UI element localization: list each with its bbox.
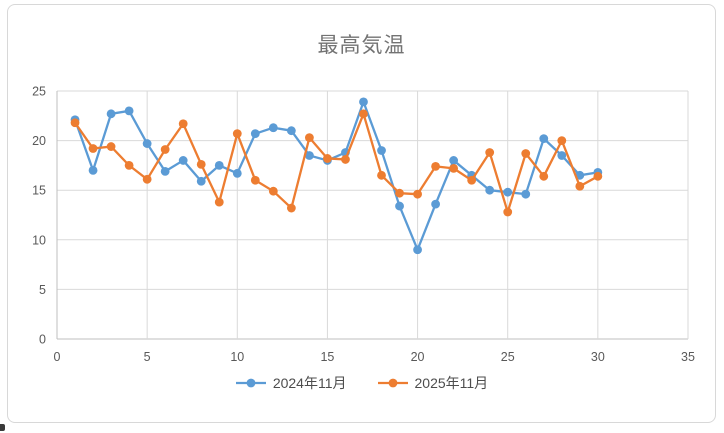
x-tick-label: 10 [230, 350, 244, 364]
data-point-2025年11月 [557, 136, 567, 146]
data-point-2025年11月 [250, 175, 260, 185]
data-point-2025年11月 [521, 149, 531, 158]
x-tick-label: 15 [320, 350, 334, 364]
data-point-2024年11月 [178, 156, 188, 165]
data-point-2025年11月 [214, 197, 224, 207]
data-point-2025年11月 [196, 160, 206, 169]
data-point-2024年11月 [286, 126, 296, 136]
data-point-2025年11月 [286, 203, 296, 213]
data-point-2025年11月 [431, 161, 440, 171]
data-point-2024年11月 [124, 106, 134, 116]
data-point-2024年11月 [359, 97, 368, 107]
data-point-2024年11月 [431, 199, 440, 209]
x-tick-label: 0 [54, 350, 61, 364]
data-point-2025年11月 [178, 119, 188, 129]
data-point-2024年11月 [575, 170, 585, 180]
data-point-2025年11月 [449, 163, 459, 173]
data-point-2024年11月 [268, 123, 278, 133]
y-tick-label: 20 [32, 134, 46, 148]
data-point-2024年11月 [449, 156, 459, 165]
data-point-2024年11月 [377, 146, 386, 155]
data-point-2025年11月 [395, 188, 404, 198]
data-point-2025年11月 [359, 109, 368, 119]
data-point-2025年11月 [413, 189, 422, 199]
data-point-2025年11月 [593, 171, 603, 181]
screen-edge-artifact [0, 424, 5, 431]
legend-label-2024: 2024年11月 [272, 375, 347, 391]
x-tick-label: 35 [681, 350, 695, 364]
legend-label-2025: 2025年11月 [414, 375, 489, 391]
data-point-2025年11月 [377, 170, 386, 180]
legend-item-2024[interactable]: 2024年11月 [235, 373, 347, 393]
data-point-2024年11月 [305, 151, 314, 160]
data-point-2024年11月 [250, 129, 260, 139]
x-tick-label: 20 [411, 350, 425, 364]
data-point-2024年11月 [88, 165, 98, 175]
legend-line-marker-2025-icon [377, 378, 408, 388]
legend-dot [246, 378, 256, 388]
data-point-2024年11月 [503, 187, 513, 197]
data-point-2025年11月 [106, 142, 116, 151]
data-point-2025年11月 [160, 145, 170, 154]
data-point-2025年11月 [467, 175, 477, 185]
x-tick-label: 5 [144, 350, 151, 364]
data-point-2025年11月 [268, 186, 278, 196]
data-point-2025年11月 [323, 154, 332, 163]
data-point-2024年11月 [395, 201, 404, 211]
data-point-2025年11月 [539, 171, 549, 181]
y-tick-label: 15 [32, 184, 46, 198]
legend: 2024年11月 2025年11月 [8, 372, 715, 394]
data-point-2025年11月 [503, 207, 513, 217]
data-point-2024年11月 [196, 176, 206, 186]
data-point-2025年11月 [575, 181, 585, 191]
legend-item-2025[interactable]: 2025年11月 [377, 373, 489, 393]
data-point-2025年11月 [124, 161, 134, 170]
data-point-2024年11月 [485, 185, 495, 195]
legend-dot [388, 378, 397, 388]
data-point-2025年11月 [305, 133, 314, 143]
data-point-2024年11月 [142, 139, 152, 148]
data-point-2025年11月 [341, 155, 350, 164]
data-point-2024年11月 [521, 189, 531, 199]
data-point-2024年11月 [232, 168, 242, 178]
x-tick-label: 30 [591, 350, 605, 364]
data-point-2025年11月 [232, 129, 242, 139]
series-line-2025年11月 [73, 112, 600, 214]
data-point-2025年11月 [70, 118, 80, 128]
y-tick-label: 25 [32, 85, 46, 99]
data-point-2024年11月 [214, 161, 224, 170]
data-point-2025年11月 [485, 148, 495, 157]
chart-object[interactable]: 最高気温 0 5 10 15 20 25 0 5 10 15 20 25 30 35 2024年11月 2… [7, 4, 716, 423]
data-point-2025年11月 [142, 174, 152, 184]
y-tick-label: 0 [39, 333, 46, 347]
chart-title: 最高気温 [317, 34, 406, 57]
data-point-2024年11月 [413, 245, 422, 255]
data-point-2024年11月 [557, 151, 567, 160]
plot-area: 0 5 10 15 20 25 0 5 10 15 20 25 30 35 [32, 85, 695, 365]
data-point-2024年11月 [539, 134, 549, 144]
data-point-2025年11月 [88, 144, 98, 153]
y-tick-label: 5 [39, 283, 46, 297]
y-tick-label: 10 [32, 233, 46, 247]
data-point-2024年11月 [106, 109, 116, 119]
data-point-2024年11月 [160, 166, 170, 176]
x-tick-label: 25 [501, 350, 515, 364]
legend-line-marker-2024-icon [235, 378, 266, 388]
